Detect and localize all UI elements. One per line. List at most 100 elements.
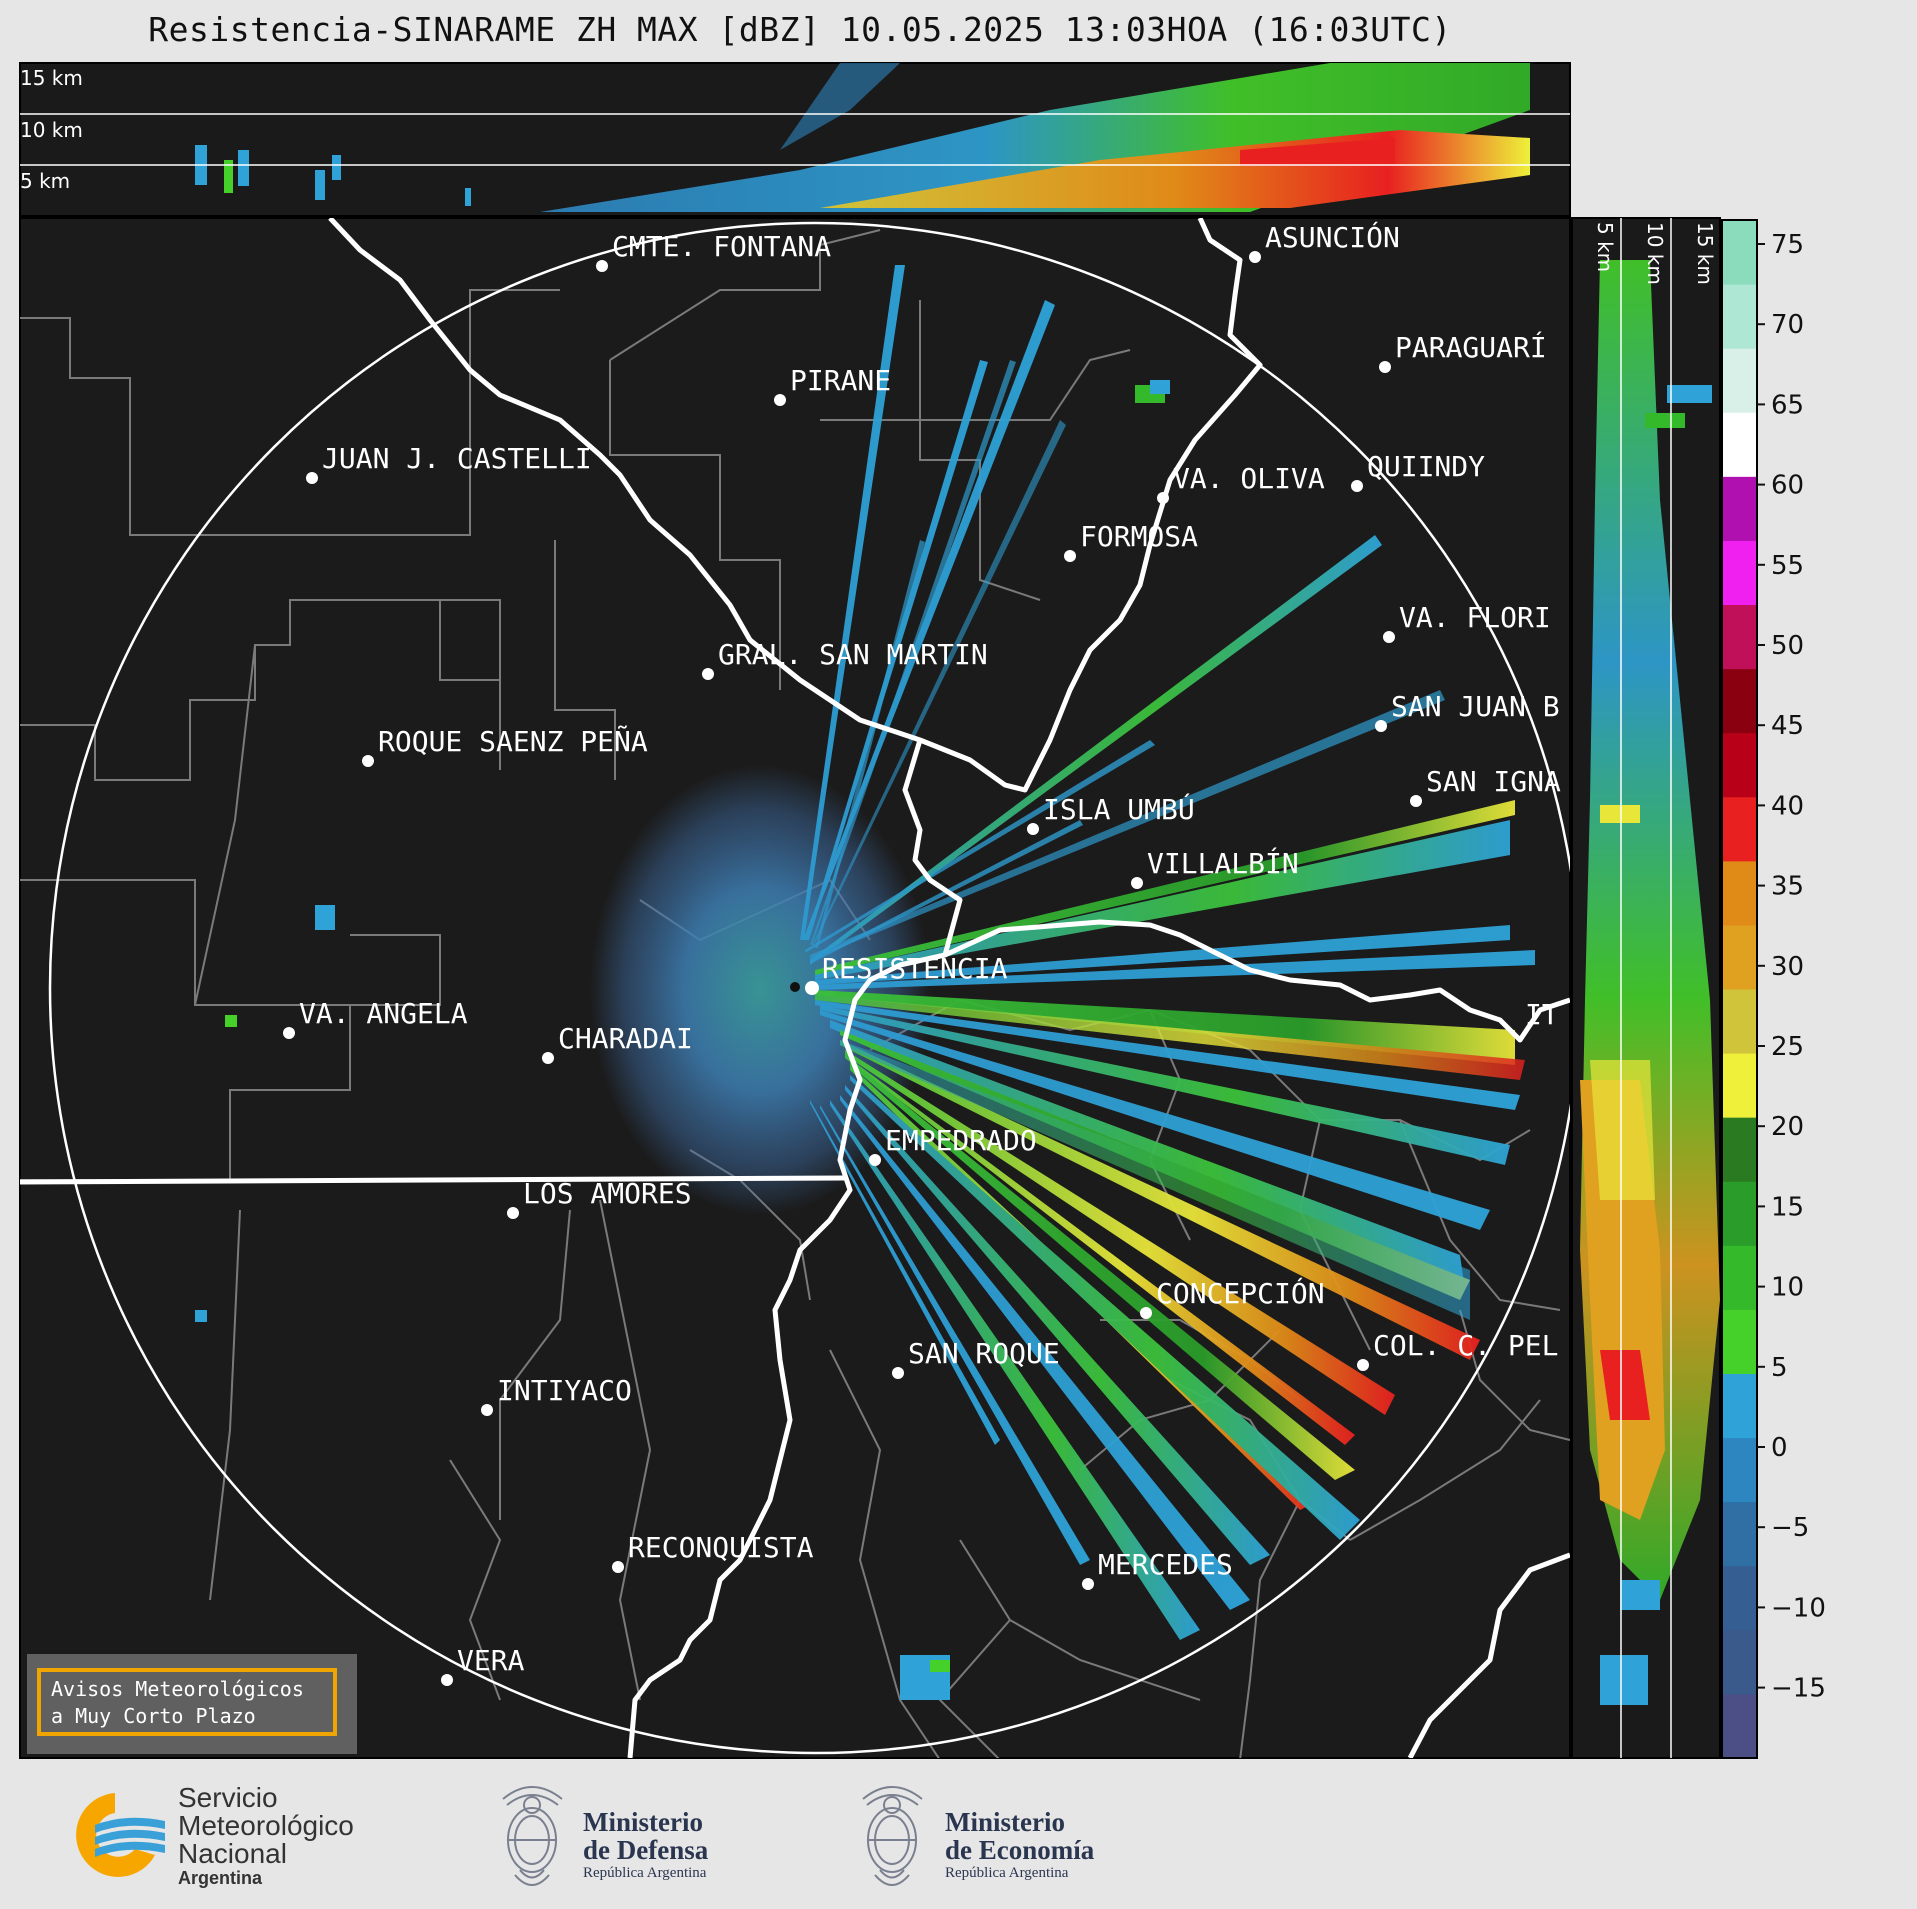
city-label: INTIYACO — [497, 1374, 632, 1407]
colorbar-tick-label: 45 — [1771, 711, 1804, 741]
city-marker — [481, 1404, 493, 1416]
city-label: VILLALBÍN — [1147, 846, 1299, 880]
map-panel: CMTE. FONTANA ASUNCIÓN PARAGUARÍ PIRANE … — [19, 217, 1571, 1759]
city-label: GRAL. SAN MARTIN — [718, 638, 988, 671]
colorbar-tick-label: 20 — [1771, 1112, 1804, 1142]
city-label: ROQUE SAENZ PEÑA — [378, 724, 648, 758]
colorbar-swatch — [1722, 989, 1757, 1054]
city-marker — [612, 1561, 624, 1573]
city-label: PIRANE — [790, 364, 891, 397]
colorbar-tick-label: 50 — [1771, 631, 1804, 661]
colorbar-tick-label: −5 — [1771, 1513, 1809, 1543]
colorbar-swatch — [1722, 220, 1757, 285]
city-label: CMTE. FONTANA — [612, 230, 831, 263]
colorbar-swatch — [1722, 1693, 1757, 1759]
colorbar-tick-label: 55 — [1771, 551, 1804, 581]
top-label-10km: 10 km — [20, 118, 83, 142]
side-label-10km: 10 km — [1643, 222, 1667, 285]
city-labels: CMTE. FONTANA ASUNCIÓN PARAGUARÍ PIRANE … — [283, 220, 1561, 1686]
colorbar-swatch — [1722, 1309, 1757, 1374]
colorbar-swatch — [1722, 796, 1757, 862]
colorbar-swatch — [1722, 732, 1757, 798]
city-marker — [1357, 1359, 1369, 1371]
city-marker — [1375, 720, 1387, 732]
city-marker — [1249, 251, 1261, 263]
colorbar-swatch — [1722, 1117, 1757, 1182]
colorbar-tick-label: 15 — [1771, 1192, 1804, 1222]
colorbar-tick-label: 40 — [1771, 791, 1804, 821]
city-label: IT — [1525, 998, 1559, 1031]
alert-box-text: Avisos Meteorológicos a Muy Corto Plazo — [37, 1668, 337, 1736]
colorbar-tick-label: 70 — [1771, 310, 1804, 340]
city-marker — [1027, 823, 1039, 835]
city-marker — [542, 1052, 554, 1064]
range-ring — [48, 221, 1570, 1755]
smn-line-4: Argentina — [178, 1868, 263, 1888]
city-label: FORMOSA — [1080, 520, 1198, 553]
city-marker — [1383, 631, 1395, 643]
city-label: VERA — [457, 1644, 525, 1677]
city-label: RESISTENCIA — [822, 952, 1008, 985]
colorbar-tick-label: −10 — [1771, 1593, 1826, 1623]
economia-line-2: de Economía — [945, 1835, 1095, 1865]
city-marker — [805, 981, 819, 995]
city-marker — [1351, 480, 1363, 492]
city-label: SAN IGNA — [1426, 765, 1561, 798]
city-label: CHARADAI — [558, 1022, 693, 1055]
radar-echoes — [800, 265, 1535, 1640]
smn-line-1: Servicio — [178, 1782, 278, 1813]
defensa-line-3: República Argentina — [583, 1865, 707, 1881]
city-marker — [1379, 361, 1391, 373]
city-marker — [1064, 550, 1076, 562]
alert-box[interactable]: Avisos Meteorológicos a Muy Corto Plazo — [27, 1654, 357, 1754]
city-label: PARAGUARÍ — [1395, 330, 1547, 364]
defensa-line-2: de Defensa — [583, 1835, 709, 1865]
city-marker — [306, 472, 318, 484]
city-label: JUAN J. CASTELLI — [322, 442, 592, 475]
city-marker — [1131, 877, 1143, 889]
colorbar-tick-label: 10 — [1771, 1273, 1804, 1303]
colorbar-swatch — [1722, 1053, 1757, 1118]
city-marker — [774, 394, 786, 406]
colorbar-swatch — [1722, 1373, 1757, 1439]
city-label: VA. FLORI — [1399, 601, 1551, 634]
colorbar-swatch — [1722, 348, 1757, 413]
top-label-15km: 15 km — [20, 66, 83, 90]
colorbar-swatch — [1722, 1437, 1757, 1503]
coat-of-arms-icon — [502, 1786, 563, 1886]
city-marker — [1410, 795, 1422, 807]
city-label: EMPEDRADO — [885, 1124, 1037, 1157]
city-label: ISLA UMBÚ — [1043, 792, 1195, 826]
defensa-logo-text: Ministerio de Defensa República Argentin… — [583, 1808, 708, 1882]
colorbar-swatch — [1722, 540, 1757, 605]
colorbar-tick-label: 25 — [1771, 1032, 1804, 1062]
city-label: RECONQUISTA — [628, 1531, 814, 1564]
colorbar-swatch — [1722, 668, 1757, 734]
economia-logo-text: Ministerio de Economía República Argenti… — [945, 1808, 1094, 1882]
city-label: SAN ROQUE — [908, 1337, 1060, 1370]
colorbar-swatch — [1722, 604, 1757, 670]
city-label: SAN JUAN B — [1391, 690, 1560, 723]
colorbar-swatch — [1722, 476, 1757, 541]
smn-logo-text: Servicio Meteorológico Nacional Argentin… — [178, 1782, 354, 1889]
colorbar-swatch — [1722, 1565, 1757, 1631]
colorbar-swatch — [1722, 1501, 1757, 1567]
city-label: MERCEDES — [1098, 1548, 1233, 1581]
colorbar-swatch — [1722, 1245, 1757, 1310]
colorbar-swatch — [1722, 1629, 1757, 1695]
top-cross-section: 15 km 10 km 5 km — [19, 62, 1571, 217]
colorbar-tick-label: −15 — [1771, 1674, 1826, 1704]
city-label: CONCEPCIÓN — [1156, 1276, 1325, 1310]
city-marker — [869, 1154, 881, 1166]
coat-of-arms-icon — [862, 1786, 923, 1886]
city-label: COL. C. PEL — [1373, 1329, 1558, 1362]
city-label: VA. ANGELA — [299, 997, 468, 1030]
side-label-15km: 15 km — [1693, 222, 1717, 285]
country-boundaries — [20, 218, 1570, 1758]
top-label-5km: 5 km — [20, 169, 70, 193]
city-label: VA. OLIVA — [1173, 462, 1325, 495]
city-marker — [1157, 492, 1169, 504]
city-label: ASUNCIÓN — [1265, 220, 1400, 254]
colorbar-tick-label: 35 — [1771, 872, 1804, 902]
